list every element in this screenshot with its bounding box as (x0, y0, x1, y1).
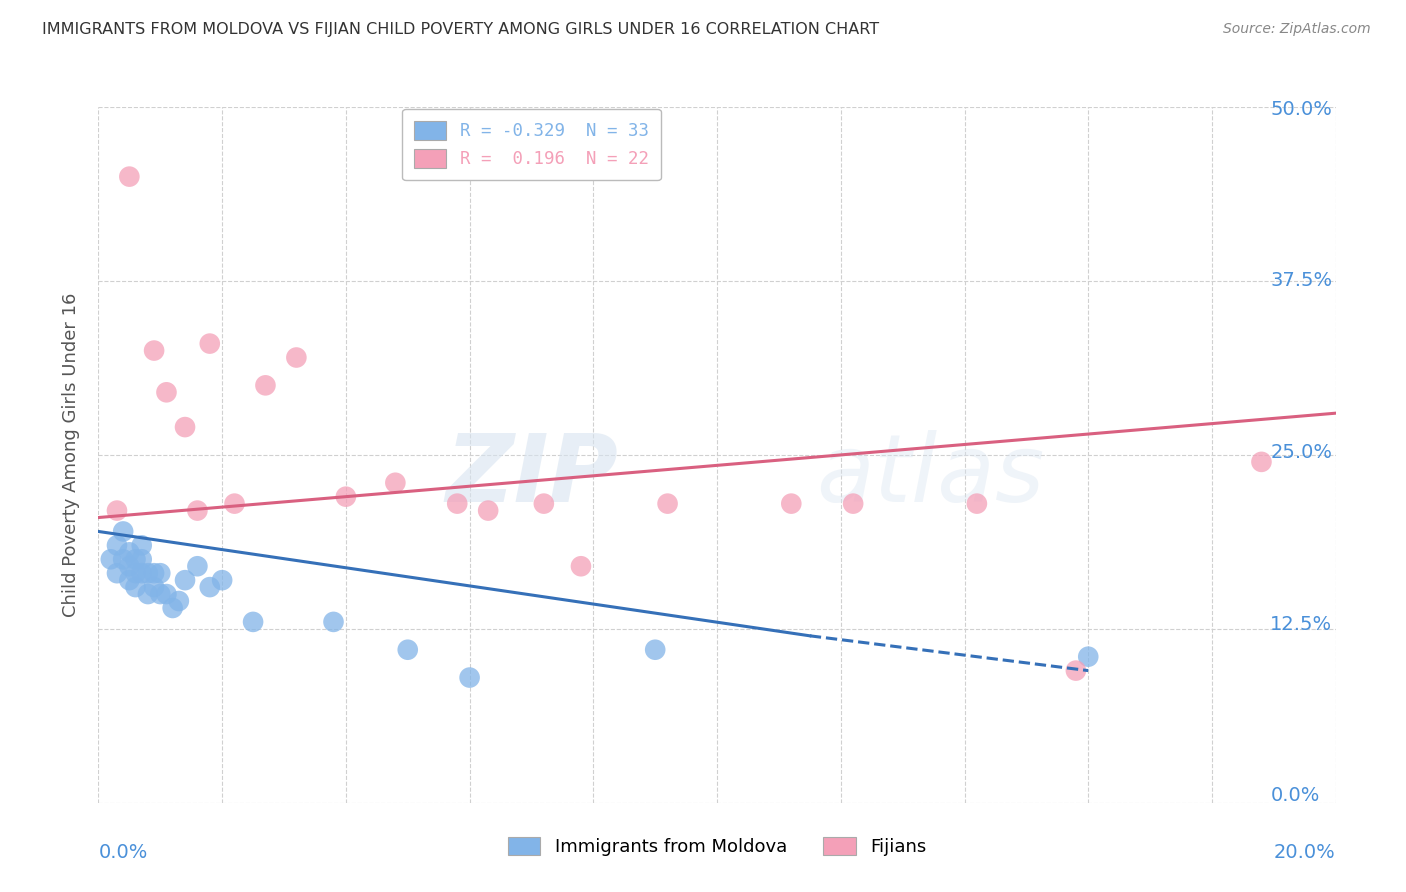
Point (240, 416, 263, 430)
Point (437, 636, 460, 650)
Point (208, 560, 231, 574)
Point (202, 546, 225, 561)
Point (1025, 657, 1047, 671)
Point (284, 491, 307, 506)
Point (655, 636, 678, 650)
Text: 20.0%: 20.0% (1274, 843, 1336, 862)
Text: Source: ZipAtlas.com: Source: ZipAtlas.com (1223, 22, 1371, 37)
Point (197, 574, 219, 588)
Point (202, 533, 225, 547)
Point (225, 382, 247, 396)
Point (191, 567, 214, 582)
Point (225, 581, 247, 595)
Point (176, 546, 198, 561)
Point (186, 546, 209, 561)
Point (214, 340, 236, 354)
Point (197, 546, 219, 561)
Point (186, 519, 209, 533)
Point (557, 491, 579, 506)
Point (208, 581, 231, 595)
Point (214, 574, 236, 588)
Point (508, 499, 530, 513)
Point (666, 491, 689, 506)
Point (339, 347, 361, 361)
Legend: Immigrants from Moldova, Fijians: Immigrants from Moldova, Fijians (505, 820, 936, 854)
Point (181, 560, 204, 574)
Point (235, 588, 257, 602)
Point (830, 491, 852, 506)
Point (197, 560, 219, 574)
Point (371, 608, 394, 623)
Text: 0.0%: 0.0% (98, 843, 148, 862)
Point (1036, 642, 1059, 657)
Point (263, 574, 285, 588)
Point (240, 567, 263, 582)
Point (191, 540, 214, 554)
Point (274, 567, 297, 582)
Point (191, 553, 214, 567)
Point (938, 491, 960, 506)
Point (214, 560, 236, 574)
Point (589, 553, 612, 567)
Point (775, 491, 797, 506)
Point (231, 594, 253, 608)
Point (181, 499, 204, 513)
Text: atlas: atlas (807, 425, 1036, 516)
Point (481, 491, 503, 506)
Point (252, 553, 274, 567)
Point (219, 560, 242, 574)
Point (492, 663, 515, 677)
Point (312, 375, 335, 389)
Point (301, 608, 323, 623)
Point (1189, 450, 1212, 465)
Point (382, 484, 405, 499)
Point (426, 471, 449, 485)
Point (202, 560, 225, 574)
Point (219, 581, 242, 595)
Text: IMMIGRANTS FROM MOLDOVA VS FIJIAN CHILD POVERTY AMONG GIRLS UNDER 16 CORRELATION: IMMIGRANTS FROM MOLDOVA VS FIJIAN CHILD … (42, 22, 879, 37)
Text: ZIP: ZIP (461, 425, 633, 517)
Point (181, 533, 204, 547)
Point (263, 334, 285, 348)
Point (252, 499, 274, 513)
Point (191, 169, 214, 183)
Y-axis label: Child Poverty Among Girls Under 16: Child Poverty Among Girls Under 16 (62, 288, 80, 613)
